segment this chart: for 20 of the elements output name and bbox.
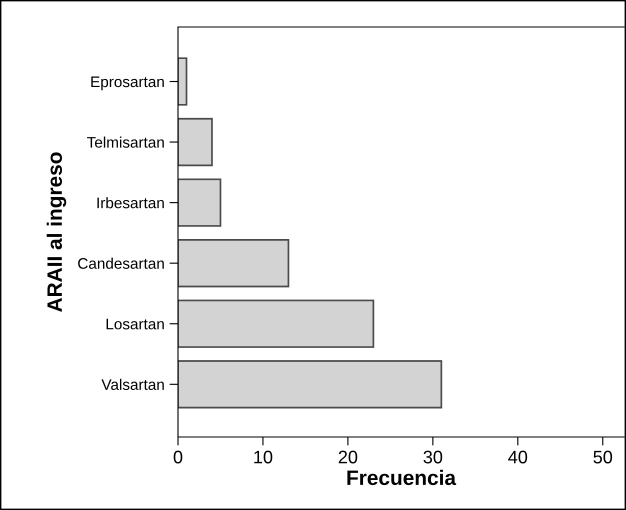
y-tick-label: Irbesartan — [97, 197, 164, 208]
x-tick-label: 50 — [593, 450, 612, 464]
y-tick-label: Valsartan — [101, 378, 164, 390]
y-tick-label: Telmisartan — [87, 136, 164, 148]
bar — [178, 178, 222, 227]
x-tick-label: 10 — [254, 450, 272, 464]
bar — [178, 360, 442, 408]
bar — [178, 57, 188, 106]
bar — [178, 239, 290, 288]
y-tick-label: Losartan — [106, 318, 164, 330]
x-axis-title: Frecuencia — [347, 470, 456, 486]
x-tick-label: 0 — [174, 450, 182, 464]
x-tick-label: 30 — [424, 450, 442, 464]
y-tick-label: Candesartan — [78, 258, 164, 269]
y-axis-title: ARAII al ingreso — [46, 152, 66, 312]
x-tick-label: 20 — [338, 450, 358, 464]
bar — [178, 300, 374, 348]
bar — [178, 118, 213, 166]
x-tick-label: 40 — [508, 450, 528, 464]
y-tick-label: Eprosartan — [91, 76, 164, 90]
